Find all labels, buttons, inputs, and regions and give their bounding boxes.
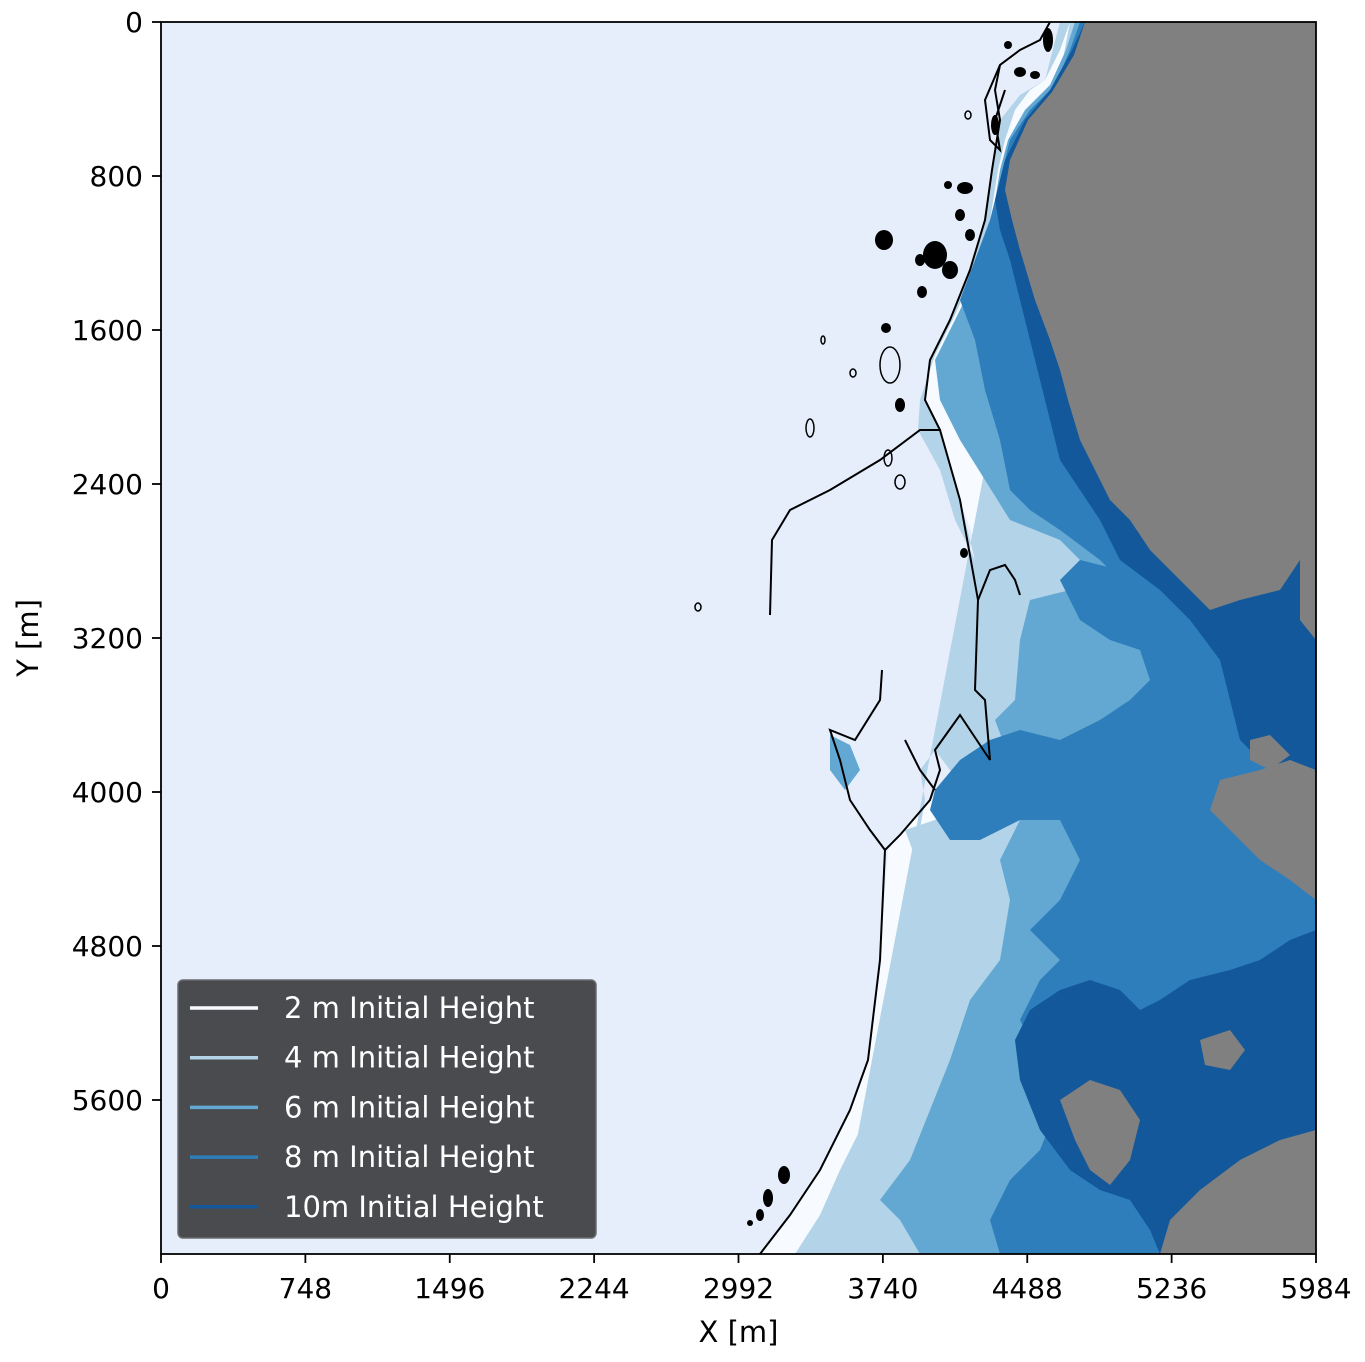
legend-box: [177, 979, 597, 1239]
x-tick-label: 748: [279, 1272, 332, 1305]
x-tick-label: 5984: [1280, 1272, 1351, 1305]
legend-label: 8 m Initial Height: [284, 1140, 534, 1174]
y-tick-label: 5600: [72, 1084, 143, 1117]
y-tick-label: 3200: [72, 622, 143, 655]
x-tick-label: 2244: [558, 1272, 629, 1305]
legend-label: 2 m Initial Height: [284, 991, 534, 1025]
x-tick-label: 2992: [703, 1272, 774, 1305]
plot-area: [161, 22, 1316, 1254]
y-tick-label: 4000: [72, 776, 143, 809]
y-tick-label: 0: [125, 6, 143, 39]
land-area: [1005, 22, 1316, 1254]
y-tick-label: 1600: [72, 314, 143, 347]
x-tick-label: 5236: [1136, 1272, 1207, 1305]
legend-label: 10m Initial Height: [284, 1190, 544, 1224]
coastline: [759, 22, 1051, 1254]
rocks: [747, 28, 1053, 1226]
y-axis: 0 800 1600 2400 3200 4000 4800 5600: [72, 6, 161, 1117]
rock-outlines: [694, 110, 972, 612]
x-tick-label: 0: [152, 1272, 170, 1305]
x-axis-title: X [m]: [699, 1315, 779, 1349]
legend: 2 m Initial Height 4 m Initial Height 6 m …: [177, 979, 597, 1239]
x-tick-label: 3740: [847, 1272, 918, 1305]
y-tick-label: 2400: [72, 468, 143, 501]
x-tick-label: 1496: [414, 1272, 485, 1305]
legend-label: 6 m Initial Height: [284, 1090, 534, 1124]
y-tick-label: 4800: [72, 930, 143, 963]
x-axis: 0 748 1496 2244 2992 3740 4488 5236 5984: [152, 1254, 1352, 1305]
y-tick-label: 800: [90, 160, 143, 193]
y-axis-title: Y [m]: [11, 599, 45, 678]
x-tick-label: 4488: [992, 1272, 1063, 1305]
legend-label: 4 m Initial Height: [284, 1041, 534, 1075]
